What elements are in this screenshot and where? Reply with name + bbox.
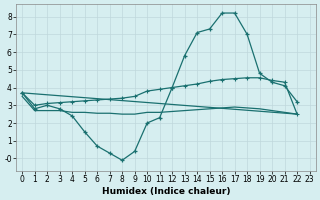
X-axis label: Humidex (Indice chaleur): Humidex (Indice chaleur)	[102, 187, 230, 196]
